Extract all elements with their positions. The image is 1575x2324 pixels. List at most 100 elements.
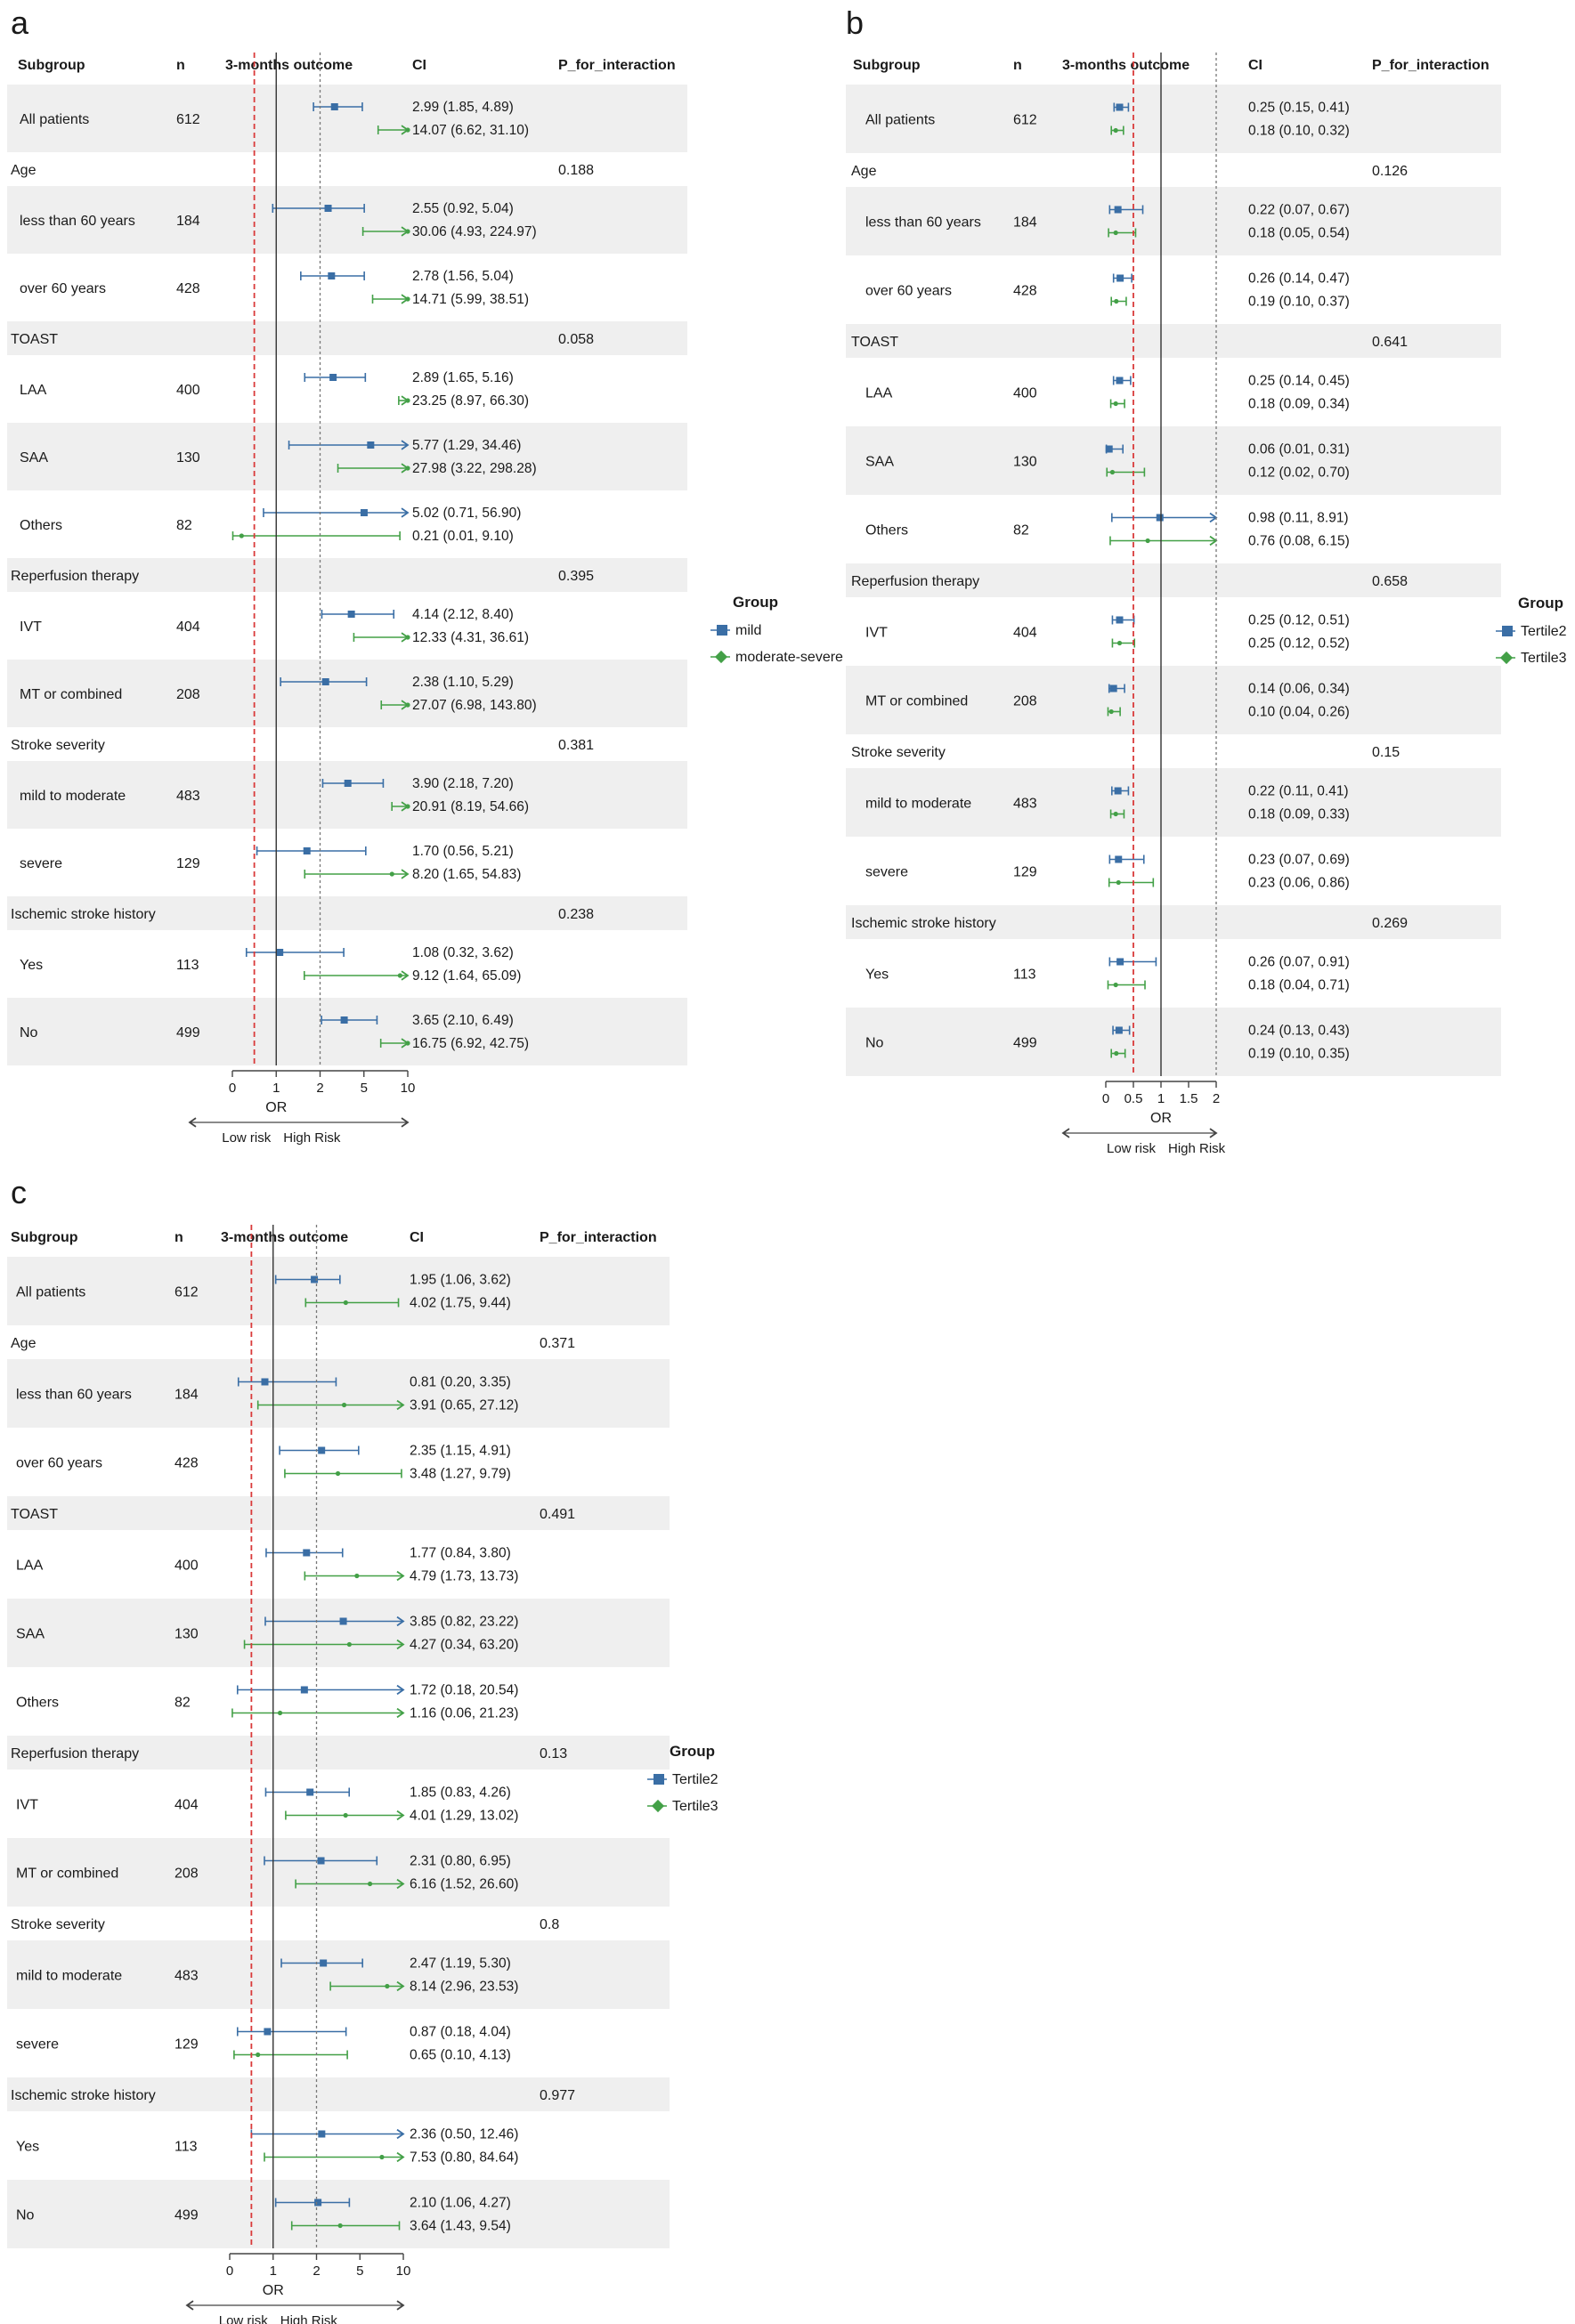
row-stripe (7, 321, 687, 355)
point-square (320, 1959, 328, 1967)
ci-text-series2: 3.91 (0.65, 27.12) (410, 1398, 518, 1413)
ci-arrow (188, 1117, 197, 1128)
legend-title: Group (670, 1743, 715, 1760)
ci-bar-series1 (304, 373, 367, 382)
reference-lines (253, 53, 321, 1065)
x-tick-label: 10 (396, 2263, 411, 2279)
ci-text-series2: 23.25 (8.97, 66.30) (412, 393, 529, 409)
point-dot (343, 1300, 348, 1306)
point-dot (343, 1812, 348, 1818)
subgroup-n: 82 (175, 1696, 191, 1711)
header-ci: CI (412, 58, 426, 73)
header-p: P_for_interaction (540, 1230, 657, 1245)
point-dot (405, 702, 410, 708)
ci-text-series1: 0.98 (0.11, 8.91) (1248, 511, 1349, 526)
ci-bar-series1 (1113, 102, 1130, 112)
point-dot (379, 2154, 385, 2160)
subgroup-n: 130 (1013, 455, 1037, 470)
ci-arrow (401, 507, 410, 518)
subgroup-n: 499 (175, 2208, 199, 2223)
ci-text-series2: 0.76 (0.08, 6.15) (1248, 534, 1350, 549)
subgroup-n: 483 (176, 789, 200, 804)
legend-key-square (1502, 626, 1513, 636)
x-tick-label: 0 (229, 1081, 236, 1096)
ci-bar-series1 (236, 1684, 405, 1696)
subgroup-n: 208 (176, 687, 200, 702)
ci-bar-series1 (288, 440, 410, 450)
legend-title: Group (733, 594, 778, 611)
subgroup-label: Yes (16, 2140, 39, 2155)
subgroup-n: 428 (175, 1456, 199, 1471)
subgroup-n: 113 (175, 2140, 198, 2155)
point-square (1116, 616, 1124, 624)
ci-text-series1: 4.14 (2.12, 8.40) (412, 607, 514, 622)
point-square (276, 949, 284, 956)
row-stripe (7, 558, 687, 592)
panel-a: a Subgroup n 3-months outcome CI P_for_intera… (7, 4, 843, 1146)
subgroup-label: less than 60 years (16, 1388, 132, 1403)
ci-bar-series1 (1111, 786, 1130, 796)
subgroup-label: Yes (20, 958, 43, 973)
category-label: Reperfusion therapy (11, 1746, 139, 1761)
row-stripe (7, 1838, 670, 1907)
subgroup-n: 499 (176, 1025, 200, 1041)
marks (1105, 102, 1218, 1058)
ci-bar-series1 (279, 1445, 360, 1455)
ci-text-series1: 0.26 (0.14, 0.47) (1248, 271, 1350, 287)
point-dot (337, 2223, 343, 2229)
ci-bar-series1 (264, 1856, 378, 1866)
ci-text-series2: 27.98 (3.22, 298.28) (412, 461, 537, 476)
point-dot (405, 296, 410, 302)
row-stripe (7, 2077, 670, 2111)
ci-text-series2: 0.10 (0.04, 0.26) (1248, 705, 1350, 720)
x-axis: 0 1 2 5 10 OR Low risk High Risk (185, 2253, 411, 2324)
category-label: Reperfusion therapy (11, 569, 139, 584)
ci-text-series2: 4.02 (1.75, 9.44) (410, 1296, 511, 1311)
subgroup-n: 184 (1013, 215, 1037, 231)
ci-bar-series2 (379, 1038, 410, 1049)
row-stripe (7, 896, 687, 930)
p-interaction: 0.977 (540, 2088, 575, 2103)
subgroup-label: MT or combined (20, 687, 122, 702)
point-square (306, 1788, 314, 1796)
ci-arrow (401, 1117, 410, 1128)
point-dot (405, 804, 410, 809)
legend-label: mild (735, 623, 761, 638)
header-p: P_for_interaction (1372, 58, 1490, 73)
subgroup-label: MT or combined (16, 1866, 118, 1882)
subgroup-n: 400 (176, 383, 200, 398)
row-stripe (846, 666, 1501, 734)
ci-text-series2: 12.33 (4.31, 36.61) (412, 630, 529, 645)
ci-arrow (396, 2128, 405, 2140)
legend-key-diamond (714, 650, 728, 664)
header-subgroup: Subgroup (18, 58, 85, 73)
ci-text-series2: 1.16 (0.06, 21.23) (410, 1706, 518, 1721)
point-square (1105, 445, 1113, 453)
ci-bar-series1 (1108, 854, 1145, 864)
point-dot (346, 1641, 352, 1648)
subgroup-label: No (20, 1025, 38, 1041)
ci-text-series1: 1.85 (0.83, 4.26) (410, 1786, 511, 1801)
point-dot (1114, 1050, 1119, 1057)
row-stripe (7, 1359, 670, 1428)
rows: All patients 612 1.95 (1.06, 3.62) 4.02 (1.… (7, 1257, 670, 2248)
row-stripe (7, 761, 687, 829)
subgroup-n: 428 (1013, 284, 1037, 299)
subgroup-label: LAA (16, 1559, 44, 1574)
subgroup-label: IVT (16, 1798, 38, 1813)
ci-text-series1: 2.99 (1.85, 4.89) (412, 100, 514, 115)
ci-text-series2: 0.18 (0.04, 0.71) (1248, 978, 1350, 993)
ci-bar-series1 (256, 846, 367, 855)
marks (231, 1275, 405, 2231)
subgroup-label: SAA (20, 450, 48, 466)
ci-text-series1: 2.55 (0.92, 5.04) (412, 201, 514, 216)
panel-c: c Subgroup n 3-months outcome CI P_for_intera… (7, 1174, 718, 2324)
ci-bar-series2 (295, 1878, 405, 1890)
subgroup-label: mild to moderate (16, 1969, 122, 1984)
subgroup-label: LAA (20, 383, 47, 398)
high-risk-label: High Risk (283, 1130, 341, 1146)
ci-text-series1: 1.72 (0.18, 20.54) (410, 1683, 518, 1698)
ci-text-series1: 2.31 (0.80, 6.95) (410, 1854, 511, 1869)
p-interaction: 0.188 (558, 163, 594, 178)
point-dot (1116, 640, 1123, 646)
